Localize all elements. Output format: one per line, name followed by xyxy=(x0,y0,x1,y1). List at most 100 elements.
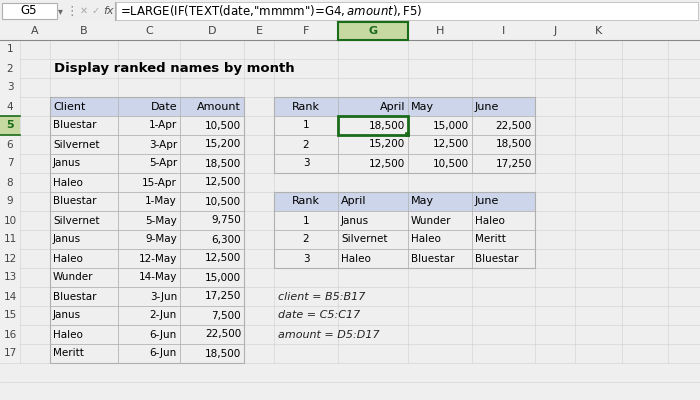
Bar xyxy=(338,116,408,135)
Text: 12,500: 12,500 xyxy=(369,158,405,168)
Bar xyxy=(274,192,535,268)
Text: 1: 1 xyxy=(302,120,309,130)
Text: Haleo: Haleo xyxy=(53,330,83,340)
Bar xyxy=(0,40,20,363)
Text: 17,250: 17,250 xyxy=(496,158,532,168)
Text: G: G xyxy=(368,26,377,36)
Text: Amount: Amount xyxy=(197,102,241,112)
Text: I: I xyxy=(502,26,505,36)
Text: 3-Apr: 3-Apr xyxy=(148,140,177,150)
Text: 1-May: 1-May xyxy=(146,196,177,206)
Text: 12-May: 12-May xyxy=(139,254,177,264)
Text: =LARGE(IF(TEXT(date,"mmmm")=G$4,amount),$F5): =LARGE(IF(TEXT(date,"mmmm")=G$4,amount),… xyxy=(120,4,423,18)
Text: April: April xyxy=(341,196,367,206)
Text: E: E xyxy=(256,26,262,36)
Text: 4: 4 xyxy=(7,102,13,112)
Text: 1-Apr: 1-Apr xyxy=(148,120,177,130)
Bar xyxy=(118,97,180,116)
Text: ⋮: ⋮ xyxy=(66,4,78,18)
Text: 15: 15 xyxy=(4,310,17,320)
Text: Haleo: Haleo xyxy=(53,178,83,188)
Text: Haleo: Haleo xyxy=(411,234,441,244)
Text: C: C xyxy=(145,26,153,36)
Text: K: K xyxy=(595,26,602,36)
Text: 6-Jun: 6-Jun xyxy=(150,330,177,340)
Text: 12,500: 12,500 xyxy=(204,178,241,188)
Text: Bluestar: Bluestar xyxy=(53,196,97,206)
Text: H: H xyxy=(436,26,445,36)
Text: May: May xyxy=(411,196,434,206)
Text: 18,500: 18,500 xyxy=(204,158,241,168)
Text: G5: G5 xyxy=(21,4,37,18)
Text: 9-May: 9-May xyxy=(146,234,177,244)
Text: 10,500: 10,500 xyxy=(433,158,469,168)
Text: 22,500: 22,500 xyxy=(204,330,241,340)
Text: 12: 12 xyxy=(4,254,17,264)
Bar xyxy=(50,97,118,116)
Text: Janus: Janus xyxy=(53,158,81,168)
Text: Rank: Rank xyxy=(292,196,320,206)
Text: 7: 7 xyxy=(7,158,13,168)
Text: Silvernet: Silvernet xyxy=(53,140,99,150)
Text: 15,200: 15,200 xyxy=(204,140,241,150)
Text: 1: 1 xyxy=(7,44,13,54)
Text: 18,500: 18,500 xyxy=(496,140,532,150)
Text: 5-Apr: 5-Apr xyxy=(148,158,177,168)
Text: Bluestar: Bluestar xyxy=(53,120,97,130)
Text: fx: fx xyxy=(104,6,114,16)
Bar xyxy=(0,116,20,135)
Text: Haleo: Haleo xyxy=(53,254,83,264)
Text: Meritt: Meritt xyxy=(53,348,84,358)
Text: Haleo: Haleo xyxy=(341,254,371,264)
Bar xyxy=(274,97,338,116)
Text: 11: 11 xyxy=(4,234,17,244)
Text: 3: 3 xyxy=(302,158,309,168)
Text: Display ranked names by month: Display ranked names by month xyxy=(54,62,295,75)
Text: 5: 5 xyxy=(6,120,14,130)
Text: 6-Jun: 6-Jun xyxy=(150,348,177,358)
Text: 10: 10 xyxy=(4,216,17,226)
Text: Rank: Rank xyxy=(292,102,320,112)
Text: 18,500: 18,500 xyxy=(204,348,241,358)
Text: 5-May: 5-May xyxy=(146,216,177,226)
Bar xyxy=(50,97,244,363)
Text: client = B5:B17: client = B5:B17 xyxy=(278,292,365,302)
Text: 3-Jun: 3-Jun xyxy=(150,292,177,302)
Text: Janus: Janus xyxy=(341,216,369,226)
Text: 12,500: 12,500 xyxy=(204,254,241,264)
Bar xyxy=(408,97,472,116)
Text: 15-Apr: 15-Apr xyxy=(142,178,177,188)
Text: June: June xyxy=(475,196,499,206)
Bar xyxy=(2,3,57,19)
Text: 17: 17 xyxy=(4,348,17,358)
Bar xyxy=(116,2,698,20)
Text: 2: 2 xyxy=(302,140,309,150)
Text: ✓: ✓ xyxy=(92,6,100,16)
Text: ✕: ✕ xyxy=(80,6,88,16)
Bar xyxy=(0,0,700,22)
Text: 15,000: 15,000 xyxy=(433,120,469,130)
Text: 22,500: 22,500 xyxy=(496,120,532,130)
Text: June: June xyxy=(475,102,499,112)
Text: Client: Client xyxy=(53,102,85,112)
Text: 9: 9 xyxy=(7,196,13,206)
Text: 14: 14 xyxy=(4,292,17,302)
Bar xyxy=(472,97,535,116)
Text: 3: 3 xyxy=(302,254,309,264)
Text: 13: 13 xyxy=(4,272,17,282)
Text: Silvernet: Silvernet xyxy=(53,216,99,226)
Text: Date: Date xyxy=(150,102,177,112)
Text: Silvernet: Silvernet xyxy=(341,234,388,244)
Bar xyxy=(0,22,20,40)
Text: date = C5:C17: date = C5:C17 xyxy=(278,310,360,320)
Text: 1: 1 xyxy=(302,216,309,226)
Text: 10,500: 10,500 xyxy=(205,120,241,130)
Text: amount = D5:D17: amount = D5:D17 xyxy=(278,330,379,340)
Bar xyxy=(338,192,408,211)
Bar xyxy=(408,192,472,211)
Text: ▾: ▾ xyxy=(57,6,62,16)
Bar xyxy=(274,192,338,211)
Text: F: F xyxy=(303,26,309,36)
Text: 16: 16 xyxy=(4,330,17,340)
Text: 18,500: 18,500 xyxy=(369,120,405,130)
